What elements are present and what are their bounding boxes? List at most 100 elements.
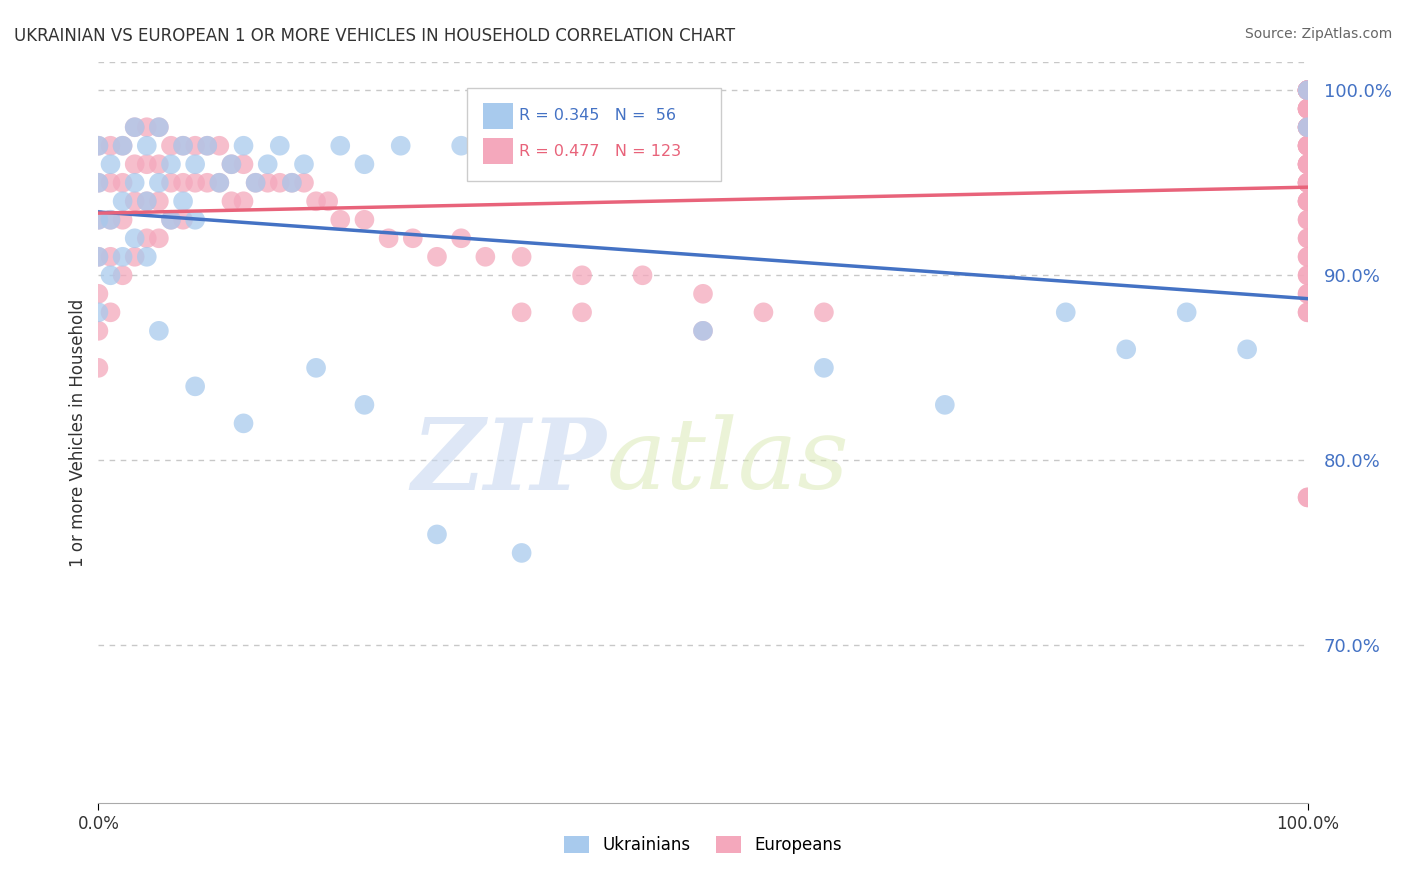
Point [1296,157,1319,171]
Point [245,176,267,190]
Point [148,231,170,245]
Point [813,360,835,375]
Point [172,138,194,153]
Point [135,120,157,135]
Point [1296,102,1319,116]
Point [148,157,170,171]
Point [195,138,218,153]
Text: Source: ZipAtlas.com: Source: ZipAtlas.com [1244,27,1392,41]
Point [1296,231,1319,245]
Point [1296,102,1319,116]
Point [256,157,278,171]
Point [269,176,291,190]
Point [87,176,110,190]
Point [184,138,207,153]
Y-axis label: 1 or more Vehicles in Household: 1 or more Vehicles in Household [69,299,87,566]
Point [100,268,122,283]
Point [1296,305,1319,319]
Point [631,268,654,283]
Point [111,250,134,264]
Point [208,176,231,190]
Point [124,194,146,209]
Point [184,212,207,227]
Point [1296,102,1319,116]
Point [1296,102,1319,116]
Point [1054,305,1077,319]
Point [450,231,472,245]
Point [87,138,110,153]
Point [1296,83,1319,97]
Point [1296,120,1319,135]
Point [1296,212,1319,227]
Point [1296,491,1319,505]
Point [1296,83,1319,97]
Point [692,324,714,338]
Point [353,157,375,171]
Point [160,138,183,153]
Point [1296,83,1319,97]
Point [353,212,375,227]
Point [1296,83,1319,97]
Point [1296,194,1319,209]
FancyBboxPatch shape [467,88,721,181]
Point [1296,491,1319,505]
Point [100,157,122,171]
Point [1296,176,1319,190]
Point [124,120,146,135]
Point [281,176,304,190]
Point [1296,83,1319,97]
Point [160,176,183,190]
Point [1296,138,1319,153]
Point [1296,120,1319,135]
Point [256,176,278,190]
Point [1296,157,1319,171]
Text: atlas: atlas [606,415,849,510]
Point [474,250,496,264]
Point [87,138,110,153]
Point [111,138,134,153]
Point [1296,83,1319,97]
Point [1296,268,1319,283]
Point [510,305,533,319]
Point [148,120,170,135]
Point [172,176,194,190]
Point [100,138,122,153]
Point [692,324,714,338]
Text: UKRAINIAN VS EUROPEAN 1 OR MORE VEHICLES IN HOUSEHOLD CORRELATION CHART: UKRAINIAN VS EUROPEAN 1 OR MORE VEHICLES… [14,27,735,45]
Point [1175,305,1198,319]
Point [135,250,157,264]
Point [135,194,157,209]
Point [269,138,291,153]
Point [100,305,122,319]
Point [1296,157,1319,171]
Point [329,138,352,153]
Point [1296,268,1319,283]
Point [100,212,122,227]
Point [1296,120,1319,135]
Point [1296,250,1319,264]
Point [1296,176,1319,190]
Point [377,231,399,245]
Point [87,176,110,190]
Point [1296,138,1319,153]
Point [292,176,315,190]
Point [1236,343,1258,357]
Point [87,212,110,227]
Point [160,212,183,227]
Point [1296,157,1319,171]
Point [1296,231,1319,245]
Point [245,176,267,190]
Point [1296,120,1319,135]
Point [1296,194,1319,209]
Point [1296,194,1319,209]
Point [148,120,170,135]
Point [232,194,254,209]
Point [184,157,207,171]
Point [1296,176,1319,190]
Point [135,194,157,209]
Point [232,157,254,171]
Point [172,194,194,209]
Point [87,324,110,338]
Point [87,360,110,375]
Point [1296,83,1319,97]
